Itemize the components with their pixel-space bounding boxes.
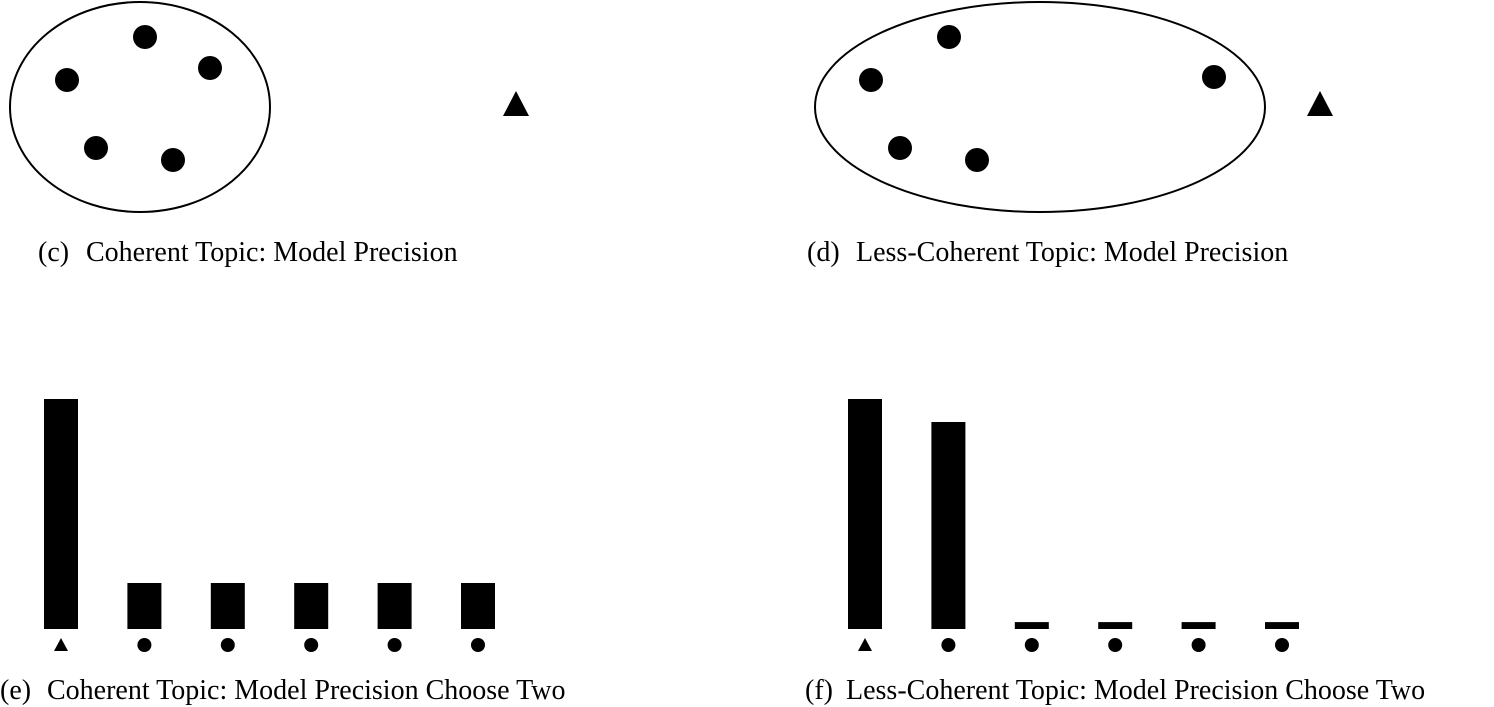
word-dot	[84, 136, 108, 160]
category-marker	[54, 638, 68, 651]
category-marker	[220, 638, 235, 652]
bar	[377, 583, 412, 629]
word-dot	[888, 136, 912, 160]
panel-label: (d)	[807, 237, 840, 268]
category-marker	[941, 638, 956, 652]
category-marker	[1108, 638, 1123, 652]
bar	[931, 422, 966, 629]
category-marker	[304, 638, 319, 652]
panel-label: (f)	[805, 675, 833, 706]
category-marker	[1024, 638, 1039, 652]
panel-caption: Less-Coherent Topic: Model Precision Cho…	[846, 675, 1425, 706]
cluster-ellipse	[814, 1, 1266, 213]
word-dot	[937, 25, 961, 49]
bar	[461, 583, 495, 629]
word-dot	[1202, 65, 1226, 89]
category-marker	[471, 638, 485, 652]
bar	[848, 399, 882, 629]
panel-label: (e)	[0, 675, 31, 706]
word-dot	[55, 68, 79, 92]
category-marker	[858, 638, 872, 651]
category-marker	[1191, 638, 1206, 652]
bar	[1098, 622, 1133, 629]
bar	[1181, 622, 1216, 629]
word-dot	[133, 25, 157, 49]
bar	[1265, 622, 1299, 629]
cluster-ellipse	[9, 1, 271, 213]
word-dot	[965, 148, 989, 172]
bar	[127, 583, 162, 629]
panel-label: (c)	[38, 237, 69, 268]
panel-d-diagram	[814, 1, 1333, 213]
word-dot	[198, 56, 222, 80]
panel-caption: Coherent Topic: Model Precision Choose T…	[47, 675, 565, 706]
bar	[210, 583, 245, 629]
panel-caption: Less-Coherent Topic: Model Precision	[856, 237, 1288, 268]
intruder-triangle	[1307, 91, 1333, 116]
panel-c-diagram	[9, 1, 529, 213]
word-dot	[859, 68, 883, 92]
word-dot	[161, 148, 185, 172]
bar	[294, 583, 329, 629]
intruder-triangle	[503, 91, 529, 116]
category-marker	[137, 638, 152, 652]
bar	[1014, 622, 1049, 629]
panel-caption: Coherent Topic: Model Precision	[86, 237, 458, 268]
category-marker	[1275, 638, 1289, 652]
category-marker	[387, 638, 402, 652]
bar	[44, 399, 78, 629]
